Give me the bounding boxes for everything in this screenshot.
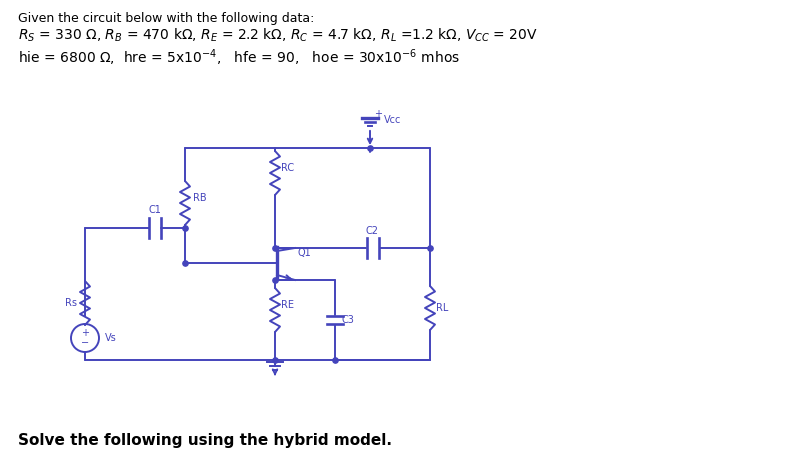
Text: Q1: Q1 [297,248,311,258]
Text: C3: C3 [341,315,354,325]
Text: Given the circuit below with the following data:: Given the circuit below with the followi… [18,12,314,25]
Text: Rs: Rs [65,298,77,308]
Text: +: + [81,328,89,338]
Text: Vcc: Vcc [384,115,401,125]
Text: hie = 6800 $\Omega$,  hre = 5x10$^{-4}$,   hfe = 90,   hoe = 30x10$^{-6}$ mhos: hie = 6800 $\Omega$, hre = 5x10$^{-4}$, … [18,47,460,67]
Text: RL: RL [436,303,448,313]
Text: Solve the following using the hybrid model.: Solve the following using the hybrid mod… [18,433,392,448]
Text: $R_S$ = 330 $\Omega$, $R_B$ = 470 k$\Omega$, $R_E$ = 2.2 k$\Omega$, $R_C$ = 4.7 : $R_S$ = 330 $\Omega$, $R_B$ = 470 k$\Ome… [18,27,538,44]
Text: RB: RB [193,193,207,203]
Text: C2: C2 [366,226,379,236]
Text: RE: RE [281,300,294,310]
Text: Vs: Vs [105,333,117,343]
Text: C1: C1 [149,205,161,215]
Text: +: + [374,109,382,119]
Text: RC: RC [281,163,294,173]
Text: −: − [81,338,89,348]
